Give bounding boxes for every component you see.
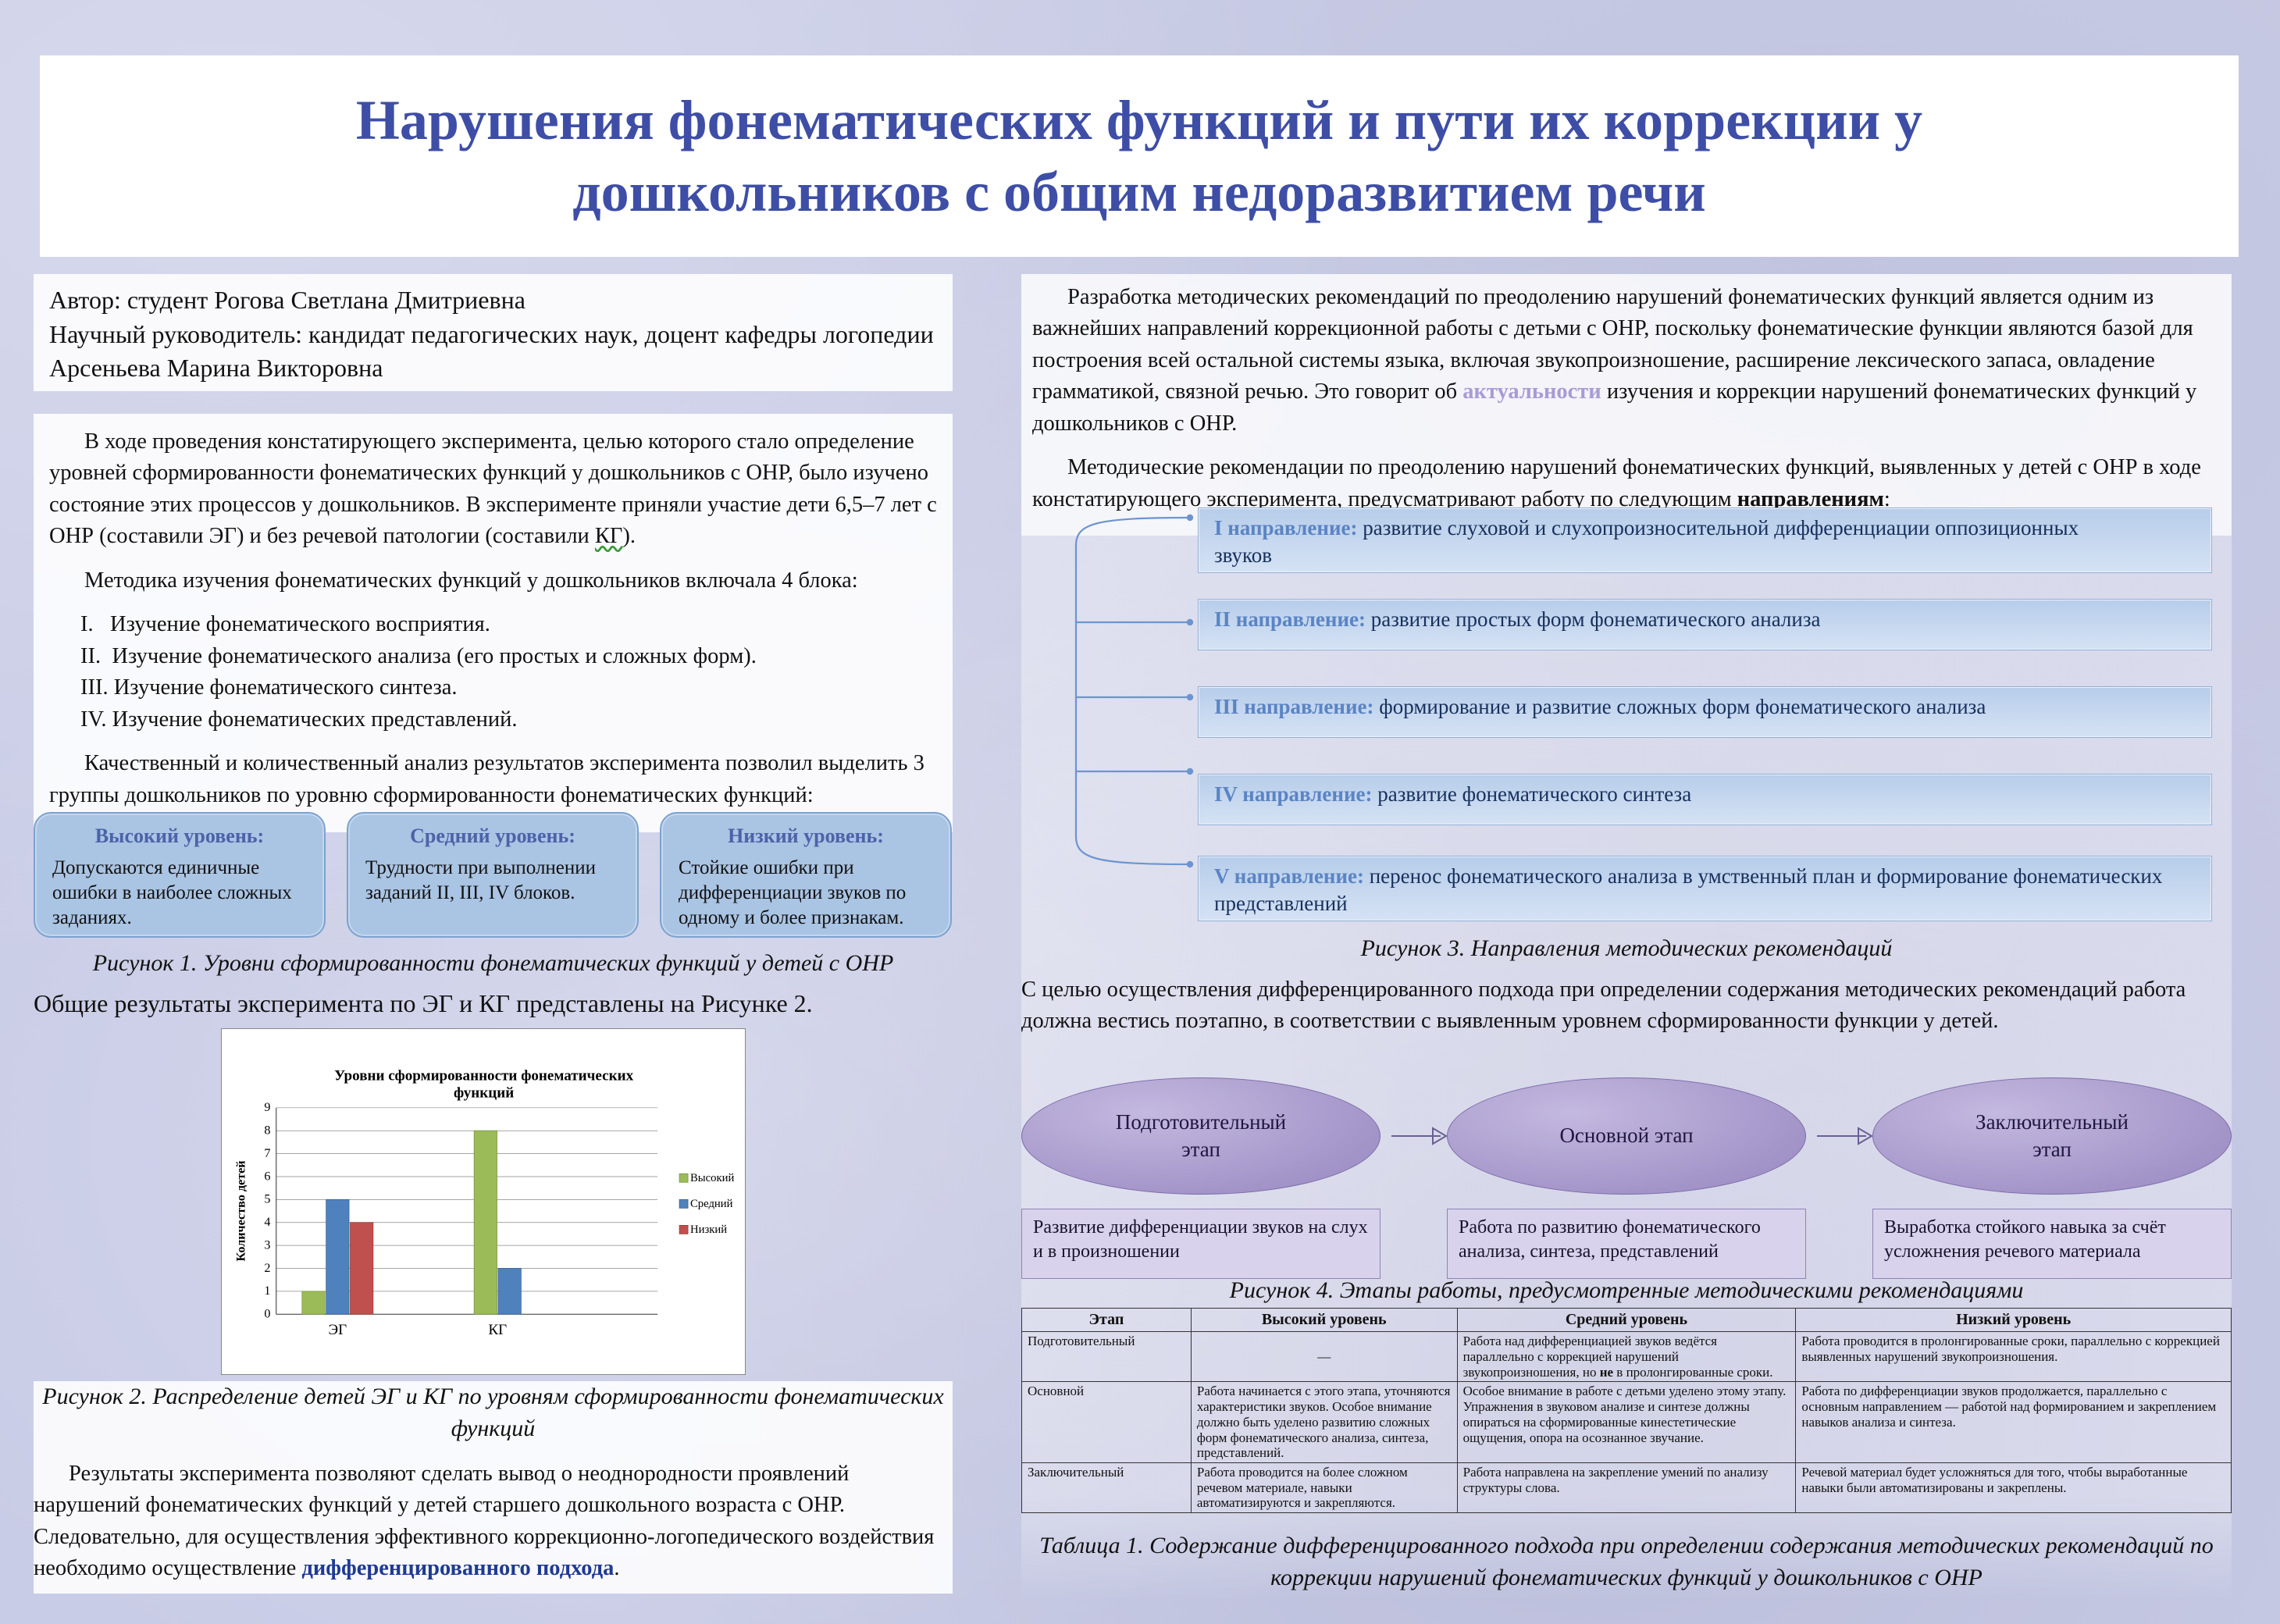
svg-text:КГ: КГ: [488, 1322, 507, 1338]
svg-text:Низкий: Низкий: [690, 1223, 727, 1236]
svg-text:Средний: Средний: [690, 1198, 733, 1210]
svg-text:функций: функций: [454, 1085, 514, 1102]
svg-text:Количество детей: Количество детей: [234, 1160, 248, 1261]
svg-text:5: 5: [264, 1193, 270, 1206]
svg-text:3: 3: [264, 1238, 270, 1252]
svg-text:2: 2: [264, 1262, 270, 1275]
svg-text:7: 7: [264, 1147, 270, 1160]
svg-text:4: 4: [264, 1216, 270, 1229]
svg-text:ЭГ: ЭГ: [329, 1322, 347, 1338]
svg-text:9: 9: [264, 1101, 270, 1114]
svg-text:Высокий: Высокий: [690, 1172, 734, 1184]
svg-text:8: 8: [264, 1124, 270, 1138]
svg-text:6: 6: [264, 1170, 270, 1183]
svg-text:0: 0: [264, 1308, 270, 1321]
svg-text:Уровни сформированности фонема: Уровни сформированности фонематических: [334, 1068, 633, 1084]
svg-text:1: 1: [264, 1284, 270, 1298]
